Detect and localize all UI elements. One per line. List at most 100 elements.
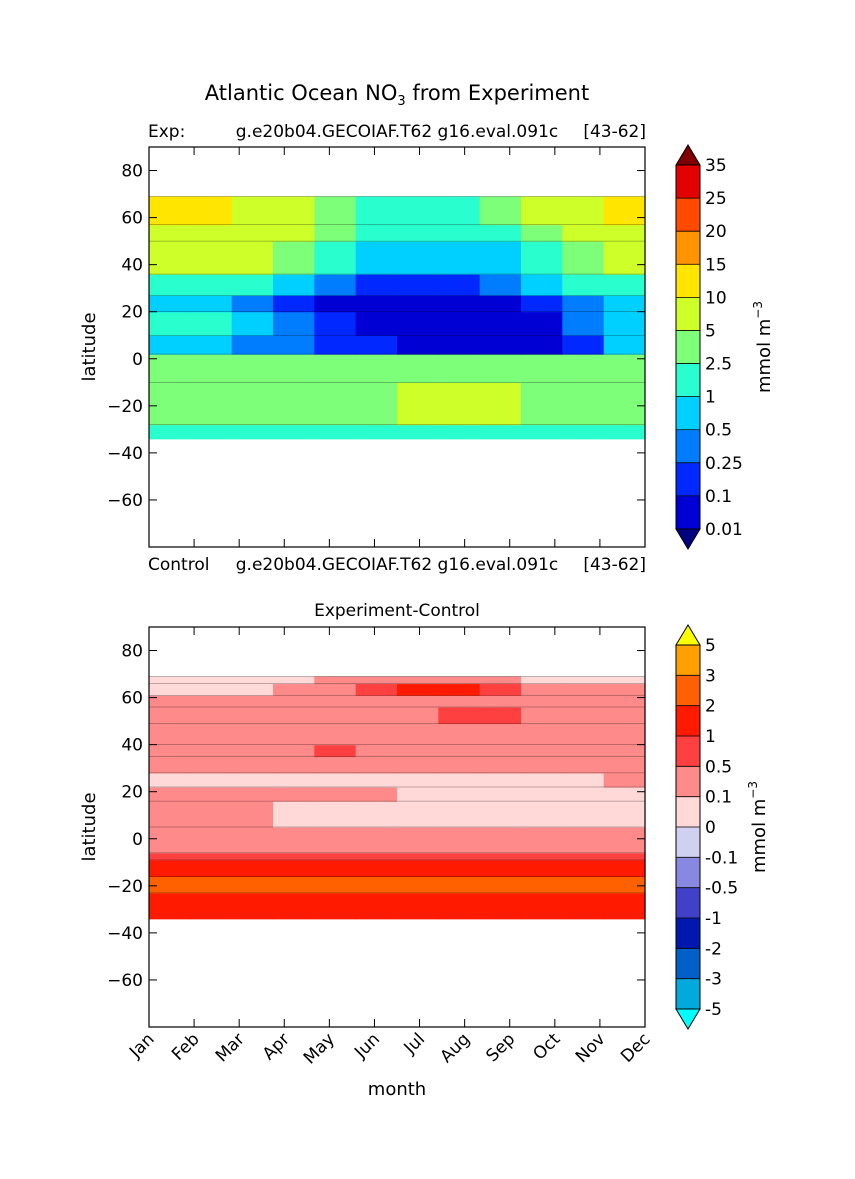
heat-cell — [273, 196, 315, 226]
colorbar-tick-label: 20 — [705, 222, 727, 242]
heat-cell — [438, 852, 481, 861]
colorbar-tick-label: -3 — [705, 970, 722, 990]
heat-cell — [355, 695, 398, 708]
heat-cell — [273, 382, 315, 426]
heat-cell — [149, 744, 191, 758]
y-tick-label: 40 — [121, 736, 143, 756]
heat-cell — [273, 801, 315, 828]
top-heatmap — [149, 196, 646, 440]
heat-cell — [562, 744, 605, 758]
heat-cell — [521, 876, 563, 894]
colorbar-tick-label: 35 — [705, 156, 727, 176]
heat-cell — [190, 772, 233, 788]
heat-cell — [562, 424, 605, 440]
heat-cell — [562, 801, 605, 828]
heat-cell — [190, 683, 233, 696]
heat-cell — [562, 852, 605, 861]
colorbar-tick-label: 15 — [705, 255, 727, 275]
bottom-colorbar-unit: mmol m−3 — [746, 781, 770, 873]
heat-cell — [190, 801, 233, 828]
colorbar-tick-label: 5 — [705, 636, 716, 656]
heat-cell — [149, 382, 191, 426]
heat-cell — [521, 892, 563, 920]
heat-cell — [438, 274, 481, 296]
y-tick-label: −60 — [107, 491, 143, 511]
heat-cell — [438, 196, 481, 226]
top-title-right: [43-62] — [583, 122, 646, 142]
heat-cell — [521, 723, 563, 746]
heat-cell — [479, 274, 522, 296]
heat-cell — [273, 424, 315, 440]
heat-cell — [355, 424, 398, 440]
heat-cell — [603, 335, 646, 355]
heat-cell — [603, 859, 646, 878]
heat-cell — [521, 295, 563, 313]
heat-cell — [273, 683, 315, 696]
colorbar-segment — [676, 827, 700, 858]
heat-cell — [190, 876, 233, 894]
y-tick-label: 20 — [121, 783, 143, 803]
heat-cell — [603, 382, 646, 426]
figure-title-main: Atlantic Ocean NO — [205, 81, 398, 105]
heat-cell — [231, 787, 274, 802]
heat-cell — [314, 744, 357, 758]
heat-cell — [273, 707, 315, 725]
top-colorbar-unit-text: mmol m — [754, 319, 775, 393]
colorbar-segment — [676, 429, 700, 464]
heat-cell — [273, 787, 315, 802]
y-tick-label: 0 — [132, 830, 143, 850]
heat-cell — [314, 274, 357, 296]
top-plot-frame — [148, 146, 646, 548]
heat-cell — [231, 707, 274, 725]
heat-cell — [562, 311, 605, 336]
x-tick-label: Dec — [617, 1029, 654, 1066]
heat-cell — [190, 859, 233, 878]
heat-cell — [231, 852, 274, 861]
heat-cell — [397, 707, 439, 725]
top-bottom-center-label: g.e20b04.GECOIAF.T62 g16.eval.091c — [236, 555, 558, 575]
heat-cell — [603, 744, 646, 758]
y-tick-label: −60 — [107, 971, 143, 991]
heat-cell — [149, 892, 191, 920]
heat-cell — [479, 876, 522, 894]
heat-cell — [603, 876, 646, 894]
heat-cell — [479, 695, 522, 708]
heat-cell — [397, 801, 439, 828]
heat-cell — [231, 683, 274, 696]
heat-cell — [314, 224, 357, 242]
top-colorbar: 0.01 0.1 0.25 0.5 1 2.5 5 10 15 20 25 35 — [675, 144, 743, 550]
heat-cell — [273, 772, 315, 788]
heat-cell — [479, 354, 522, 383]
colorbar-segment — [676, 918, 700, 949]
heat-cell — [231, 241, 274, 275]
heat-cell — [149, 772, 191, 788]
heat-cell — [438, 695, 481, 708]
heat-cell — [479, 424, 522, 440]
heat-cell — [479, 224, 522, 242]
heat-cell — [149, 876, 191, 894]
heat-cell — [231, 382, 274, 426]
heat-cell — [273, 335, 315, 355]
bottom-colorbar: -5 -3 -2 -1 -0.5 -0.1 0 0.1 0.5 1 2 3 5 — [675, 624, 738, 1030]
heat-cell — [603, 707, 646, 725]
heat-cell — [190, 224, 233, 242]
heat-cell — [521, 852, 563, 861]
top-bottom-left-label: Control — [148, 555, 209, 575]
heat-cell — [355, 241, 398, 275]
heat-cell — [603, 772, 646, 788]
colorbar-segment — [676, 978, 700, 1010]
heat-cell — [397, 274, 439, 296]
heat-cell — [479, 852, 522, 861]
colorbar-tick-label: 0.1 — [705, 788, 732, 808]
y-tick-label: −20 — [107, 877, 143, 897]
heat-cell — [355, 859, 398, 878]
heat-cell — [231, 676, 274, 685]
heat-cell — [314, 827, 357, 854]
heat-cell — [438, 295, 481, 313]
heat-cell — [438, 723, 481, 746]
heat-cell — [397, 196, 439, 226]
heat-cell — [273, 274, 315, 296]
heat-cell — [355, 335, 398, 355]
heat-cell — [314, 241, 357, 275]
heat-cell — [355, 801, 398, 828]
